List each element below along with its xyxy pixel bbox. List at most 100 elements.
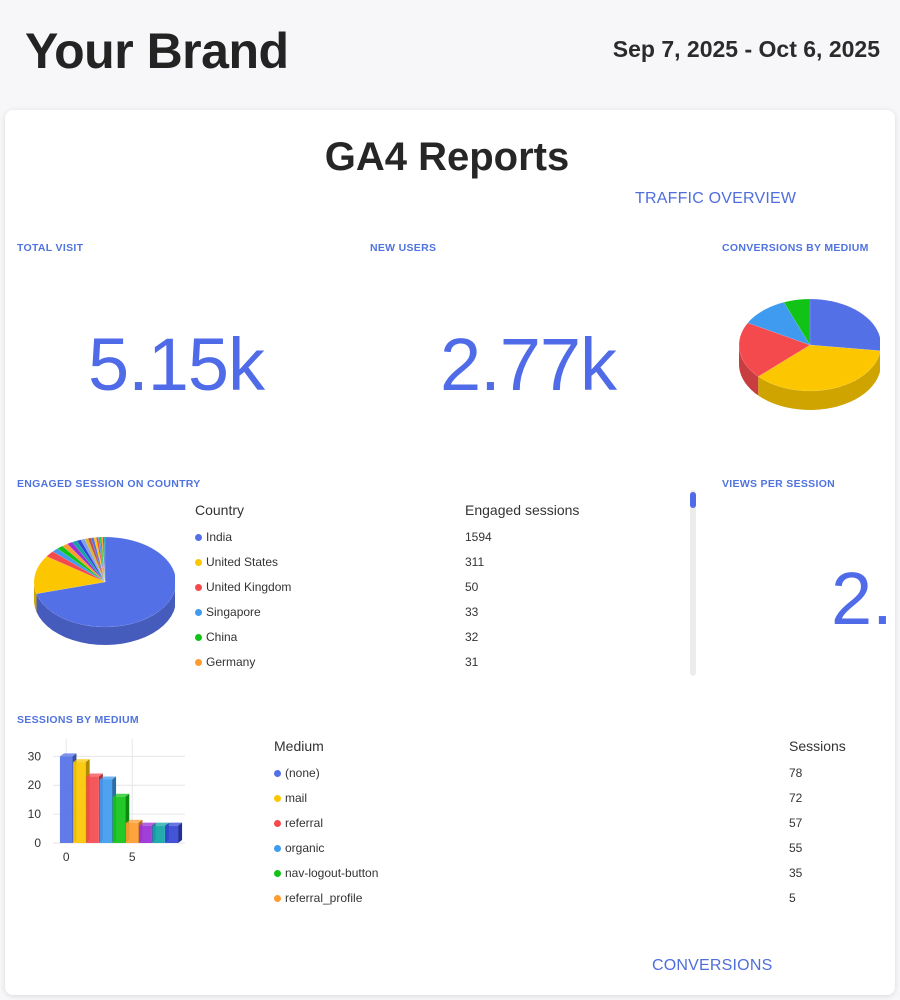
bar-top bbox=[125, 819, 143, 823]
report-card: GA4 Reports TRAFFIC OVERVIEW TOTAL VISIT… bbox=[5, 110, 895, 995]
legend-dot bbox=[195, 559, 202, 566]
bar-top bbox=[59, 753, 77, 757]
bar-face bbox=[139, 825, 152, 843]
report-title: GA4 Reports bbox=[324, 135, 570, 179]
table-row[interactable]: Germany 31 bbox=[195, 653, 675, 673]
pie-slice-side bbox=[36, 589, 175, 645]
bar-face bbox=[86, 776, 99, 843]
bar-top bbox=[86, 773, 103, 777]
brand-title: Your Brand bbox=[25, 23, 289, 79]
engaged-sessions-column-header[interactable]: Engaged sessions bbox=[465, 502, 580, 518]
conversions-by-medium-label: CONVERSIONS BY MEDIUM bbox=[722, 242, 869, 254]
y-tick-label: 30 bbox=[28, 749, 42, 763]
bar-face bbox=[73, 762, 86, 843]
country-name: United States bbox=[206, 555, 279, 569]
medium-sessions: 5 bbox=[789, 891, 796, 905]
pie-slice bbox=[738, 322, 811, 377]
table-row[interactable]: (none) 78 bbox=[274, 764, 874, 784]
table-row[interactable]: Singapore 33 bbox=[195, 603, 675, 623]
bar-face bbox=[125, 822, 139, 843]
pie-slice-side bbox=[34, 582, 37, 612]
table-row[interactable]: referral 57 bbox=[274, 814, 874, 834]
pie-slice-side bbox=[758, 352, 880, 410]
medium-name: referral bbox=[285, 816, 324, 830]
medium-name: (none) bbox=[285, 766, 320, 780]
bar-top bbox=[139, 822, 156, 826]
table-row[interactable]: India 1594 bbox=[195, 528, 675, 548]
bar-top bbox=[99, 776, 117, 780]
table-row[interactable]: United States 311 bbox=[195, 553, 675, 573]
legend-dot bbox=[195, 634, 202, 641]
country-table-scrollbar[interactable] bbox=[690, 490, 696, 676]
medium-sessions: 78 bbox=[789, 766, 803, 780]
legend-dot bbox=[274, 770, 281, 777]
pie-slice bbox=[809, 298, 880, 351]
country-name: India bbox=[206, 530, 233, 544]
pie-slice bbox=[747, 301, 811, 346]
table-row[interactable]: China 32 bbox=[195, 628, 675, 648]
pie-side bbox=[739, 345, 880, 410]
legend-dot bbox=[274, 845, 281, 852]
date-range[interactable]: Sep 7, 2025 - Oct 6, 2025 bbox=[612, 36, 880, 62]
medium-name: referral_profile bbox=[285, 891, 363, 905]
country-sessions: 1594 bbox=[465, 530, 492, 544]
y-tick-label: 20 bbox=[28, 778, 42, 792]
medium-sessions: 35 bbox=[789, 866, 803, 880]
table-row[interactable]: United Kingdom 50 bbox=[195, 578, 675, 598]
country-sessions: 33 bbox=[465, 605, 479, 619]
pie-slice bbox=[103, 536, 106, 583]
country-sessions: 32 bbox=[465, 630, 479, 644]
views-per-session-value: 2. bbox=[831, 557, 893, 640]
country-name: Germany bbox=[206, 655, 256, 669]
country-name: Singapore bbox=[206, 605, 261, 619]
legend-dot bbox=[274, 820, 281, 827]
country-column-header[interactable]: Country bbox=[195, 502, 245, 518]
country-table: Country Engaged sessions India 1594 Unit… bbox=[195, 500, 675, 680]
medium-sessions: 72 bbox=[789, 791, 803, 805]
pie-top bbox=[738, 298, 880, 392]
country-sessions: 31 bbox=[465, 655, 479, 669]
engaged-session-label: ENGAGED SESSION ON COUNTRY bbox=[17, 478, 201, 490]
bar-face bbox=[99, 779, 113, 843]
bar-face bbox=[152, 825, 165, 843]
table-row[interactable]: organic 55 bbox=[274, 839, 874, 859]
medium-name: organic bbox=[285, 841, 325, 855]
country-name: United Kingdom bbox=[206, 580, 292, 594]
total-visit-label: TOTAL VISIT bbox=[17, 242, 84, 254]
sessions-column-header[interactable]: Sessions bbox=[789, 738, 846, 754]
legend-dot bbox=[274, 795, 281, 802]
total-visit-value: 5.15k bbox=[88, 323, 265, 406]
bar bbox=[165, 822, 183, 843]
pie-slice-side bbox=[739, 345, 759, 396]
new-users-value: 2.77k bbox=[440, 323, 617, 406]
table-row[interactable]: mail 72 bbox=[274, 789, 874, 809]
legend-dot bbox=[195, 609, 202, 616]
country-name: China bbox=[206, 630, 238, 644]
conversions-pie-chart[interactable] bbox=[730, 290, 880, 422]
bar-side bbox=[178, 822, 183, 843]
pie-slice bbox=[757, 344, 880, 392]
medium-column-header[interactable]: Medium bbox=[274, 738, 324, 754]
x-tick-label: 5 bbox=[129, 850, 136, 864]
pie-slice bbox=[33, 556, 106, 594]
table-row[interactable]: nav-logout-button 35 bbox=[274, 864, 874, 884]
legend-dot bbox=[195, 534, 202, 541]
country-pie-chart[interactable] bbox=[25, 525, 175, 657]
medium-name: mail bbox=[285, 791, 308, 805]
medium-table: Medium Sessions (none) 78 mail 72 referr… bbox=[274, 736, 874, 906]
traffic-overview-link[interactable]: TRAFFIC OVERVIEW bbox=[635, 190, 797, 207]
conversions-link[interactable]: CONVERSIONS bbox=[652, 957, 773, 974]
bar-top bbox=[152, 822, 169, 826]
legend-dot bbox=[274, 870, 281, 877]
new-users-label: NEW USERS bbox=[370, 242, 437, 254]
scrollbar-thumb[interactable] bbox=[690, 492, 696, 508]
bar-face bbox=[59, 756, 73, 843]
bar-top bbox=[73, 759, 90, 763]
table-row[interactable]: referral_profile 5 bbox=[274, 889, 874, 909]
bar-face bbox=[112, 796, 126, 843]
country-sessions: 50 bbox=[465, 580, 479, 594]
pie-side bbox=[34, 582, 175, 645]
sessions-bar-chart[interactable]: 0 10 20 30 0 5 bbox=[17, 735, 187, 865]
bar-top bbox=[112, 793, 130, 797]
medium-sessions: 57 bbox=[789, 816, 803, 830]
